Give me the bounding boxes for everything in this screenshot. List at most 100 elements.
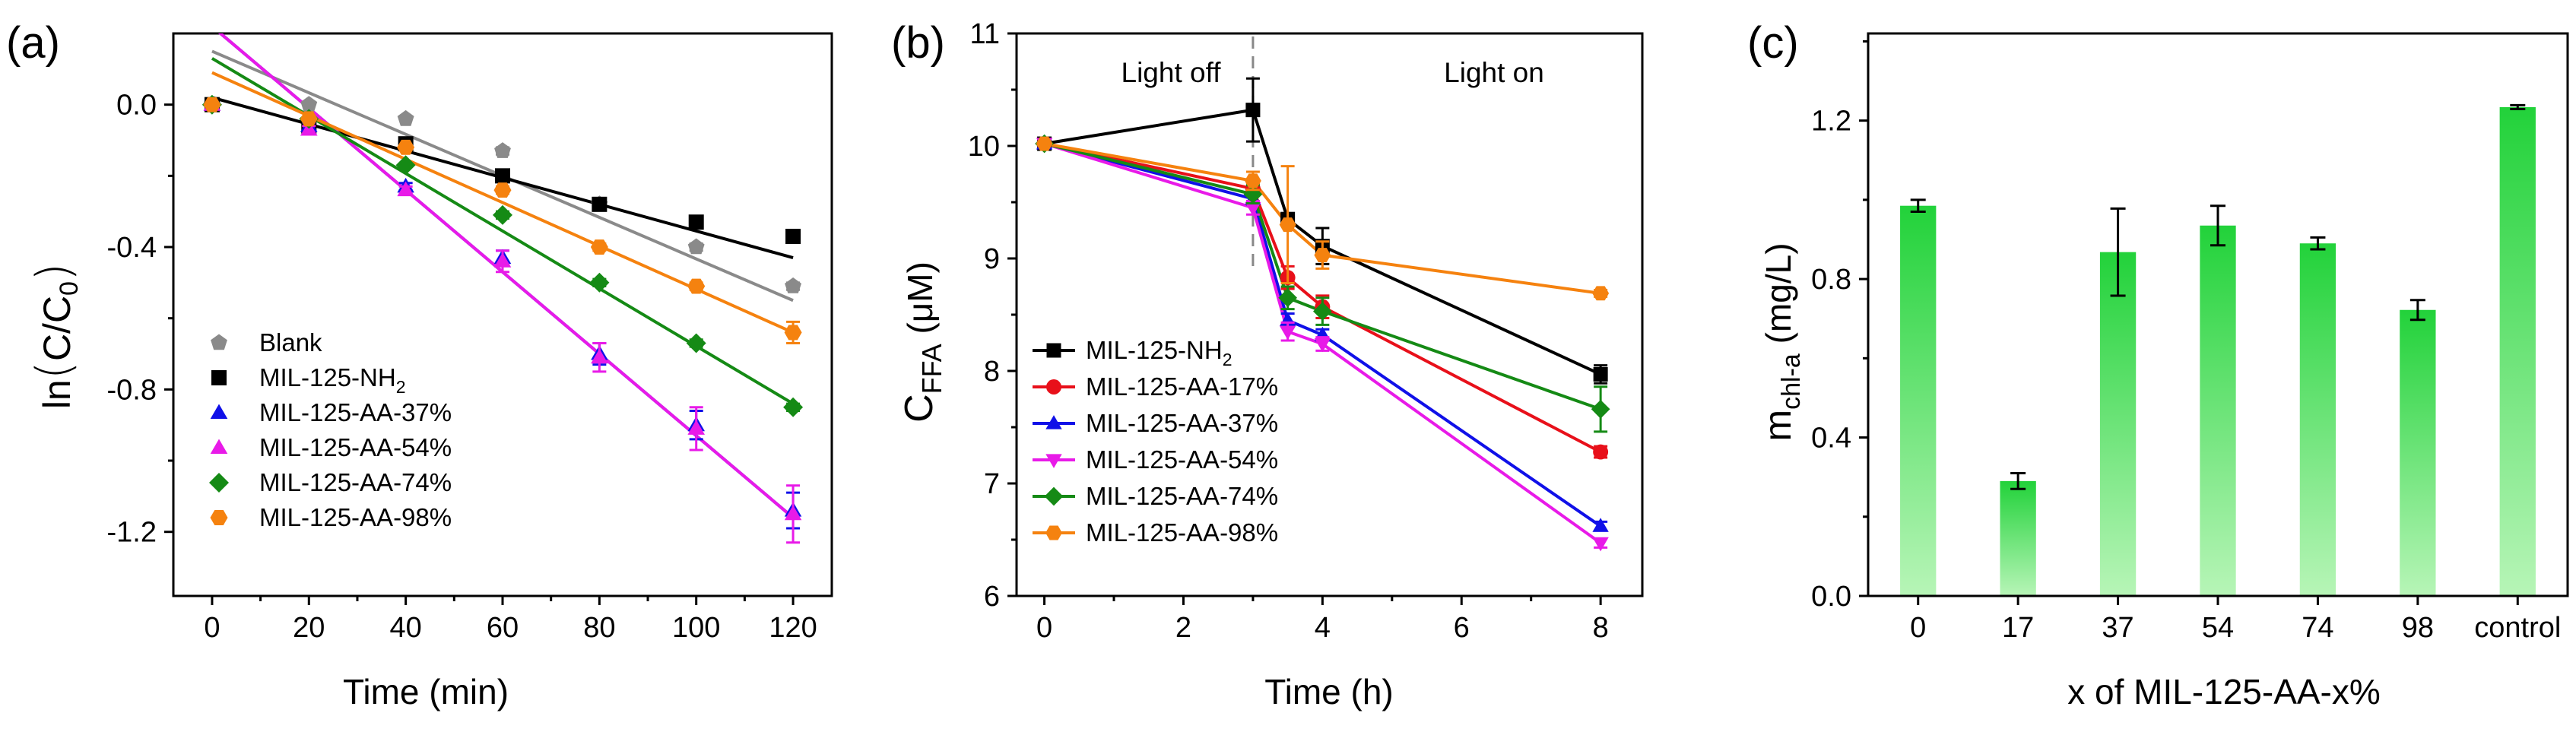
panel-b-point-aa54	[1592, 537, 1609, 552]
panel-a-point-nh2	[785, 228, 801, 244]
panel-b-y-tick-label: 7	[984, 468, 1000, 500]
panel-b-point-aa54	[1279, 325, 1296, 341]
panel-b-legend-marker-aa54	[1045, 454, 1062, 468]
panel-a-point-aa74	[493, 204, 512, 225]
bar-98	[2400, 309, 2436, 596]
panel-a-point-aa74	[686, 333, 706, 353]
panel-a-point-aa74	[589, 272, 610, 293]
panel-b-point-aa17	[1593, 444, 1609, 460]
panel-a-legend-marker-aa54	[210, 439, 228, 454]
panel-a-fit-line-aa98	[211, 71, 794, 334]
panel-a-x-tick-label: 0	[204, 612, 220, 644]
panel-a-legend-label-nh2: MIL-125-NH2	[259, 363, 406, 397]
panel-b-x-tick-label: 8	[1593, 612, 1609, 644]
panel-b-legend-label-aa17: MIL-125-AA-17%	[1086, 372, 1278, 401]
panel-c-y-tick-label: 0.8	[1811, 264, 1851, 296]
panel-a-point-aa54	[784, 505, 802, 521]
light-on-annotation: Light on	[1444, 57, 1544, 88]
panel-c-y-tick-label: 0.0	[1811, 581, 1851, 613]
panel-b-point-aa37	[1592, 518, 1609, 532]
panel-c-x-tick-label: 74	[2302, 612, 2333, 644]
panel-c-x-tick-label: 0	[1910, 612, 1926, 644]
panel-a-legend-marker-nh2	[211, 370, 227, 385]
panel-a-x-tick-label: 120	[769, 612, 817, 644]
panel-a-legend-marker-aa37	[210, 404, 228, 419]
panel-a-point-aa98	[300, 111, 318, 127]
panel-b-point-aa54	[1245, 201, 1261, 217]
panel-b-label: (b)	[891, 18, 945, 68]
panel-a-point-blank	[300, 96, 318, 112]
panel-b-legend-label-aa54: MIL-125-AA-54%	[1086, 445, 1278, 474]
panel-b-point-nh2	[1593, 366, 1608, 382]
panel-b-point-aa74	[1591, 400, 1610, 419]
panel-a-point-aa74	[395, 155, 416, 176]
panel-c-x-tick-label: 98	[2402, 612, 2434, 644]
panel-a-y-tick-label: -0.4	[107, 232, 157, 264]
panel-c-plot-frame	[1867, 32, 2569, 597]
panel-b-point-aa98	[1314, 248, 1331, 262]
panel-a-x-tick-label: 60	[487, 612, 519, 644]
panel-a-point-aa98	[590, 239, 608, 255]
panel-b-legend-marker-aa17	[1046, 379, 1061, 395]
panel-b: (b) Time (h) CFFA (μM) Light off Light o…	[891, 18, 1644, 711]
panel-b-legend-label-aa74: MIL-125-AA-74%	[1086, 482, 1278, 510]
panel-b-legend-marker-aa37	[1045, 415, 1062, 429]
panel-a-y-tick-label: 0.0	[116, 90, 157, 122]
bar-74	[2299, 243, 2336, 596]
panel-a-point-nh2	[688, 214, 704, 230]
panel-b-y-tick-label: 6	[984, 581, 1000, 613]
panel-a-point-aa98	[687, 278, 706, 294]
panel-b-x-tick-label: 0	[1036, 612, 1052, 644]
panel-b-y-tick-label: 11	[970, 18, 1000, 50]
panel-a-point-aa54	[687, 420, 705, 435]
panel-a-point-aa98	[784, 325, 802, 341]
bar-control	[2499, 106, 2536, 597]
panel-a-y-tick-label: -1.2	[107, 517, 157, 549]
panel-a-x-tick-label: 100	[672, 612, 720, 644]
panel-a-point-aa98	[493, 182, 512, 198]
panel-c: (c) x of MIL-125-AA-x% mchl-a (mg/L) 0 17…	[1747, 18, 2569, 711]
panel-b-legend-marker-aa98	[1045, 525, 1062, 540]
panel-a-point-nh2	[495, 168, 510, 184]
panel-a-y-tick-label: -0.8	[107, 374, 157, 406]
panel-b-x-tick-label: 4	[1315, 612, 1331, 644]
panel-b-y-tick-label: 8	[984, 356, 1000, 388]
panel-a-y-axis-title: ln(C/C0)	[26, 263, 84, 409]
panel-a-point-nh2	[592, 196, 608, 212]
panel-b-point-aa74	[1278, 288, 1297, 308]
panel-b-y-tick-label: 10	[968, 131, 1000, 163]
panel-b-point-aa98	[1592, 286, 1610, 301]
panel-c-x-tick-label: 17	[2002, 612, 2034, 644]
panel-c-x-tick-label: 37	[2102, 612, 2133, 644]
panel-a-legend-marker-aa98	[210, 510, 228, 525]
panel-b-point-nh2	[1245, 103, 1261, 118]
bar-54	[2200, 225, 2236, 596]
bar-37	[2099, 252, 2137, 596]
light-off-annotation: Light off	[1121, 57, 1222, 88]
panel-c-x-tick-label: 54	[2202, 612, 2234, 644]
panel-b-y-axis-title: CFFA (μM)	[897, 261, 947, 423]
panel-b-x-tick-label: 2	[1175, 612, 1191, 644]
panel-b-legend-marker-nh2	[1046, 343, 1061, 358]
panel-a-label: (a)	[6, 18, 60, 68]
panel-a-point-aa54	[591, 348, 608, 364]
panel-a-point-aa98	[203, 97, 221, 112]
panel-a-legend-label-aa74: MIL-125-AA-74%	[259, 468, 452, 496]
bar-0	[1900, 205, 1937, 596]
panel-b-point-aa98	[1245, 173, 1261, 189]
panel-a-point-blank	[397, 109, 414, 126]
bar-17	[2000, 480, 2036, 596]
panel-a-legend-label-blank: Blank	[259, 328, 322, 356]
panel-a-x-tick-label: 80	[583, 612, 615, 644]
panel-a-legend-label-aa54: MIL-125-AA-54%	[259, 433, 452, 461]
panel-b-legend-label-nh2: MIL-125-NH2	[1086, 336, 1232, 369]
panel-a-point-blank	[687, 238, 705, 255]
panel-a-point-aa74	[783, 397, 804, 417]
panel-b-x-tick-label: 6	[1454, 612, 1470, 644]
panel-b-legend-label-aa98: MIL-125-AA-98%	[1086, 518, 1278, 547]
panel-c-y-tick-label: 0.4	[1811, 423, 1851, 455]
panel-a-point-aa54	[397, 181, 414, 197]
panel-a: (a) Time (min) ln(C/C0) 0 20 40 60 80 100 120 0…	[6, 18, 833, 711]
panel-b-point-aa98	[1036, 136, 1053, 151]
